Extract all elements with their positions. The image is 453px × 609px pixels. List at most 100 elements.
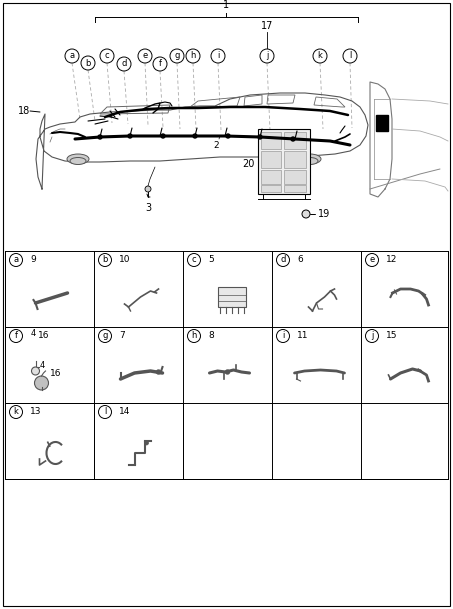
Text: f: f <box>14 331 18 340</box>
Text: a: a <box>14 256 19 264</box>
Circle shape <box>65 49 79 63</box>
Circle shape <box>156 370 160 374</box>
Circle shape <box>161 134 165 138</box>
Circle shape <box>226 134 230 138</box>
Bar <box>217 287 246 307</box>
Bar <box>261 185 281 192</box>
Circle shape <box>258 135 262 139</box>
Text: 11: 11 <box>297 331 308 340</box>
Text: c: c <box>105 52 109 60</box>
Text: 1: 1 <box>223 0 229 10</box>
Circle shape <box>260 49 274 63</box>
Text: e: e <box>142 52 148 60</box>
Text: g: g <box>102 331 108 340</box>
Text: 4: 4 <box>31 328 36 337</box>
Text: k: k <box>14 407 19 417</box>
Text: 16: 16 <box>38 331 49 340</box>
Bar <box>261 151 281 168</box>
Text: 15: 15 <box>386 331 397 340</box>
Text: d: d <box>280 256 286 264</box>
Text: g: g <box>174 52 180 60</box>
Text: l: l <box>349 52 351 60</box>
Bar <box>284 132 306 149</box>
Text: d: d <box>121 60 127 68</box>
Circle shape <box>100 49 114 63</box>
Circle shape <box>138 49 152 63</box>
Text: 14: 14 <box>119 407 130 417</box>
Text: l: l <box>104 407 106 417</box>
Bar <box>284 151 306 168</box>
Text: 6: 6 <box>297 256 303 264</box>
Text: i: i <box>217 52 219 60</box>
Circle shape <box>145 441 149 445</box>
Circle shape <box>193 134 197 138</box>
Text: h: h <box>190 52 196 60</box>
Circle shape <box>145 186 151 192</box>
Ellipse shape <box>70 158 86 164</box>
Text: b: b <box>85 58 91 68</box>
Text: 16: 16 <box>49 368 61 378</box>
Circle shape <box>98 329 111 342</box>
Text: k: k <box>318 52 323 60</box>
Circle shape <box>128 134 132 138</box>
Text: 20: 20 <box>243 159 255 169</box>
Text: 19: 19 <box>318 209 330 219</box>
Circle shape <box>226 370 230 374</box>
Text: 10: 10 <box>119 256 130 264</box>
Circle shape <box>313 49 327 63</box>
Circle shape <box>188 329 201 342</box>
Text: 12: 12 <box>386 256 397 264</box>
Text: i: i <box>282 331 284 340</box>
Circle shape <box>10 253 23 267</box>
Text: a: a <box>69 52 75 60</box>
Circle shape <box>291 137 295 141</box>
Circle shape <box>10 406 23 418</box>
Circle shape <box>302 210 310 218</box>
Bar <box>258 129 310 194</box>
Text: 13: 13 <box>30 407 42 417</box>
Circle shape <box>211 49 225 63</box>
Ellipse shape <box>67 154 89 164</box>
Circle shape <box>153 57 167 71</box>
Text: j: j <box>371 331 373 340</box>
Circle shape <box>366 253 379 267</box>
Ellipse shape <box>299 154 321 164</box>
Text: c: c <box>192 256 196 264</box>
Ellipse shape <box>302 158 318 164</box>
Circle shape <box>366 329 379 342</box>
Circle shape <box>343 49 357 63</box>
Circle shape <box>98 406 111 418</box>
Text: 17: 17 <box>261 21 273 31</box>
Bar <box>261 170 281 184</box>
Circle shape <box>117 57 131 71</box>
Text: 4: 4 <box>39 361 45 370</box>
Circle shape <box>98 253 111 267</box>
Circle shape <box>188 253 201 267</box>
Text: f: f <box>159 60 162 68</box>
Text: 2: 2 <box>213 141 219 150</box>
Text: 8: 8 <box>208 331 214 340</box>
Circle shape <box>186 49 200 63</box>
Bar <box>284 185 306 192</box>
Text: h: h <box>191 331 197 340</box>
Bar <box>261 132 281 149</box>
Bar <box>183 403 448 479</box>
Text: 5: 5 <box>208 256 214 264</box>
Text: b: b <box>102 256 108 264</box>
Bar <box>284 170 306 184</box>
Circle shape <box>98 135 102 139</box>
Circle shape <box>34 376 48 390</box>
Circle shape <box>81 56 95 70</box>
Text: 3: 3 <box>145 203 151 213</box>
Circle shape <box>170 49 184 63</box>
Text: 18: 18 <box>18 106 30 116</box>
Circle shape <box>276 253 289 267</box>
Text: 9: 9 <box>30 256 36 264</box>
Text: j: j <box>266 52 268 60</box>
Bar <box>376 115 388 131</box>
Text: 7: 7 <box>119 331 125 340</box>
Circle shape <box>10 329 23 342</box>
Circle shape <box>32 367 39 375</box>
Text: e: e <box>369 256 375 264</box>
Circle shape <box>276 329 289 342</box>
